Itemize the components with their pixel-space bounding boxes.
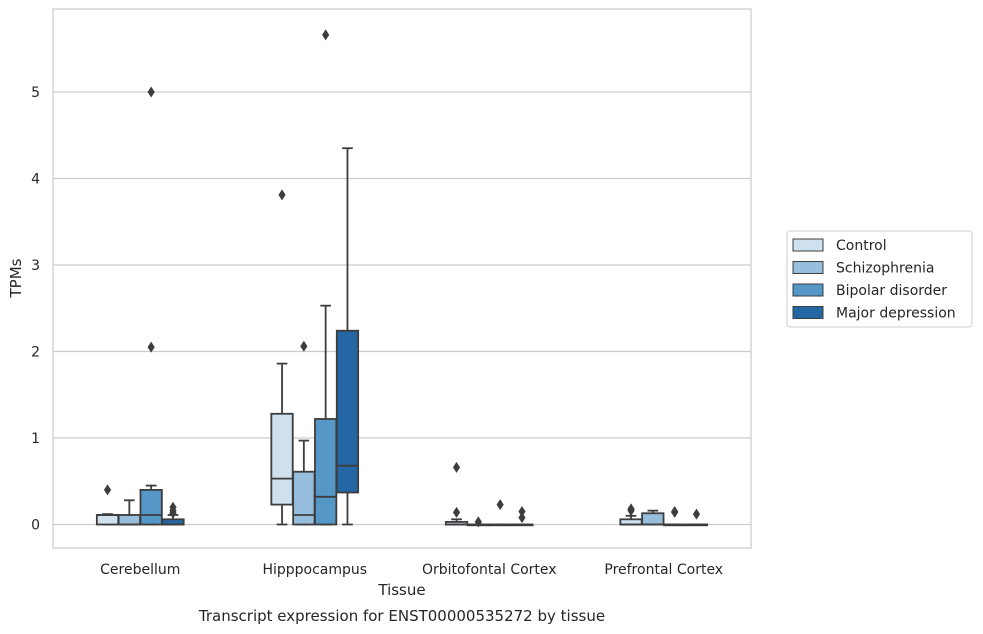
legend: Control Schizophrenia Bipolar disorder Majo… [786, 230, 973, 328]
outlier-point [147, 341, 155, 353]
box-1-2 [466, 516, 490, 528]
legend-item-1: Schizophrenia [792, 261, 934, 277]
chart-caption: Transcript expression for ENST0000053527… [198, 607, 605, 625]
x-tick-label-3: Prefrontal Cortex [604, 562, 723, 578]
box-1-0 [117, 499, 141, 526]
outlier-point [627, 503, 635, 515]
box-body [292, 470, 316, 526]
y-axis-ticks: 0 1 2 3 4 5 [31, 85, 40, 534]
legend-swatch [792, 238, 824, 252]
y-axis-label: TPMs [7, 258, 25, 298]
y-tick-label-3: 3 [31, 258, 40, 274]
legend-label: Major depression [836, 306, 956, 322]
box-0-2 [444, 461, 469, 526]
box-0-3 [619, 503, 643, 526]
series-0 [95, 189, 643, 526]
box-1-1 [292, 340, 316, 526]
box-body [270, 412, 294, 506]
box-body [335, 329, 360, 494]
legend-swatch [792, 306, 824, 319]
y-tick-label-1: 1 [31, 431, 40, 447]
box-body [117, 514, 141, 526]
box-3-3 [684, 508, 709, 527]
outlier-point [278, 189, 286, 201]
x-axis-label: Tissue [377, 581, 425, 599]
outlier-point [103, 484, 112, 496]
legend-item-3: Major depression [792, 306, 956, 322]
x-tick-label-2: Orbitofontal Cortex [422, 562, 557, 578]
series-2 [139, 29, 687, 527]
box-body [314, 418, 338, 526]
x-tick-label-0: Cerebellum [100, 562, 180, 578]
y-tick-label-4: 4 [31, 172, 40, 188]
y-tick-label-2: 2 [31, 345, 40, 361]
box-3-1 [335, 147, 360, 526]
box-3-2 [510, 506, 534, 527]
y-tick-label-0: 0 [31, 518, 40, 534]
legend-swatch [792, 283, 824, 297]
legend-frame [786, 230, 973, 328]
series-1 [117, 340, 665, 528]
legend-label: Control [836, 238, 887, 254]
outlier-point [692, 508, 701, 520]
y-tick-label-5: 5 [31, 85, 40, 101]
series-3 [161, 147, 709, 527]
legend-label: Bipolar disorder [836, 283, 947, 299]
box-0-0 [95, 484, 120, 526]
x-tick-label-1: Hipppocampus [262, 562, 367, 578]
grid-lines [53, 91, 751, 526]
outlier-point [474, 516, 482, 528]
box-0-1 [270, 189, 294, 526]
x-axis-ticks: Cerebellum Hipppocampus Orbitofontal Corte… [100, 562, 723, 578]
outlier-point [518, 506, 526, 518]
outlier-point [452, 461, 461, 473]
box-plot-series [95, 29, 709, 528]
outlier-point [452, 506, 461, 518]
outlier-point [147, 86, 155, 98]
outlier-point [518, 512, 526, 524]
legend-item-0: Control [792, 238, 887, 254]
legend-label: Schizophrenia [836, 261, 934, 277]
box-body [641, 512, 665, 526]
outlier-point [671, 506, 679, 518]
legend-swatch [792, 261, 824, 274]
box-2-0 [139, 86, 163, 526]
outlier-point [496, 499, 504, 511]
plot-area-frame [52, 8, 752, 549]
outlier-point [322, 29, 330, 41]
box-body [95, 514, 120, 526]
outlier-point [300, 340, 308, 352]
box-2-3 [663, 506, 687, 527]
box-body [139, 488, 163, 526]
legend-item-2: Bipolar disorder [792, 283, 947, 299]
box-2-1 [314, 29, 338, 526]
box-1-3 [641, 509, 665, 526]
box-3-0 [161, 501, 185, 526]
box-2-2 [488, 499, 512, 527]
outlier-point [169, 507, 177, 519]
